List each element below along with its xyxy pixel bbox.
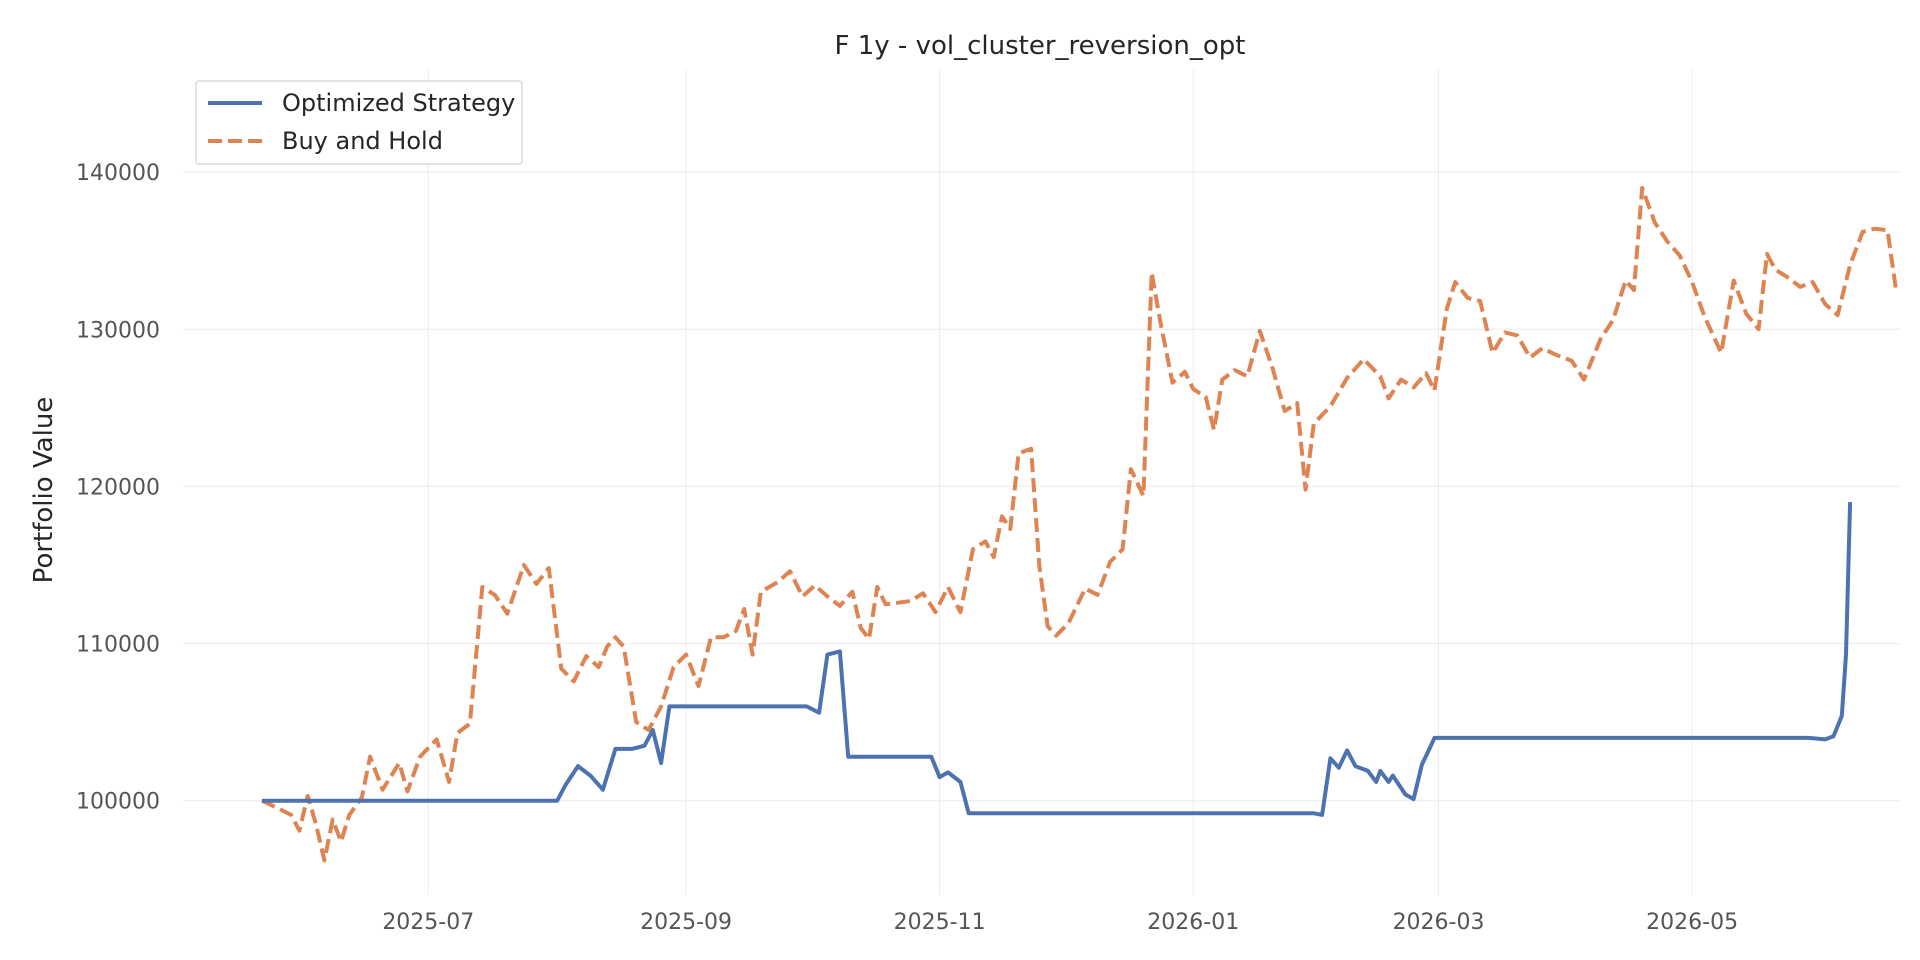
x-tick-label: 2026-03 (1393, 910, 1485, 935)
y-tick-label: 140000 (76, 161, 160, 186)
y-tick-label: 110000 (76, 633, 160, 658)
x-tick-label: 2025-09 (640, 910, 732, 935)
legend-label-buy-and-hold: Buy and Hold (282, 127, 443, 155)
legend-label-optimized-strategy: Optimized Strategy (282, 89, 515, 117)
y-tick-label: 120000 (76, 475, 160, 500)
y-axis-label: Portfolio Value (29, 397, 59, 584)
x-tick-label: 2026-05 (1646, 910, 1738, 935)
legend-box (195, 80, 523, 165)
x-tick-label: 2025-11 (894, 910, 986, 935)
y-tick-label: 130000 (76, 318, 160, 343)
legend: Optimized Strategy Buy and Hold (195, 80, 523, 165)
y-axis-ticks: 100000 110000 120000 130000 140000 (76, 161, 160, 815)
x-axis-ticks: 2025-07 2025-09 2025-11 2026-01 2026-03 2026-… (382, 910, 1738, 935)
grid (183, 70, 1900, 895)
series-line-buy-and-hold (261, 185, 1898, 863)
x-tick-label: 2026-01 (1147, 910, 1239, 935)
series-layer (261, 185, 1898, 863)
x-tick-label: 2025-07 (382, 910, 474, 935)
chart-title: F 1y - vol_cluster_reversion_opt (835, 31, 1246, 61)
series-line-optimized-strategy (262, 502, 1853, 817)
y-tick-label: 100000 (76, 790, 160, 815)
